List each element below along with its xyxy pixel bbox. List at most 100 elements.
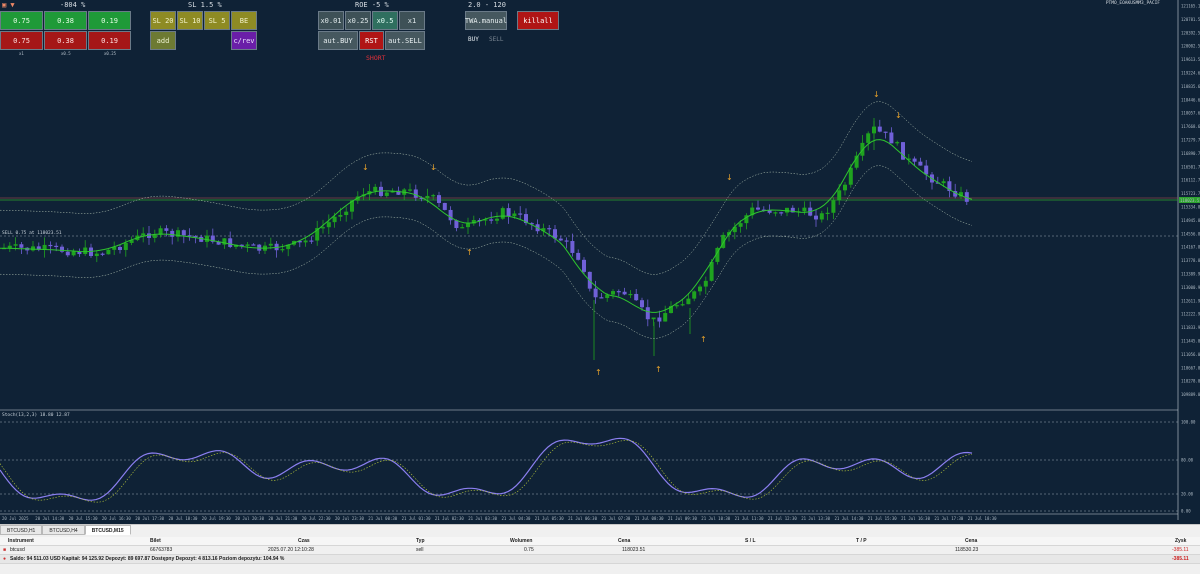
price-tick-label: 112222.96 [1181, 312, 1200, 317]
stoch-label: Stoch(13,2,3) 18.80 12.87 [2, 413, 70, 418]
balance-total: -385.11 [1172, 556, 1189, 562]
candle-body [854, 155, 859, 168]
tab-btcusd-m15[interactable]: BTCUSD,M15 [84, 525, 131, 535]
candle-body [466, 223, 470, 228]
candle-body [703, 280, 708, 287]
cell-time: 2025.07.20 12:10:28 [268, 547, 314, 553]
candle-body [860, 142, 865, 156]
col-price[interactable]: Cena [618, 538, 631, 544]
candle-body [895, 142, 900, 144]
candle-body [541, 228, 546, 232]
candle-body [599, 297, 604, 299]
signal-arrow-icon: ↓ [726, 173, 733, 182]
col-type[interactable]: Typ [416, 538, 425, 544]
price-tick-label: 116501.74 [1181, 164, 1200, 169]
time-tick-label: 21 Jul 17:30 [934, 516, 963, 521]
time-tick-label: 21 Jul 16:30 [901, 516, 930, 521]
candle-body [698, 286, 702, 292]
price-tick-label: 113778.88 [1181, 258, 1200, 263]
candle-body [947, 181, 952, 192]
candle-body [83, 247, 88, 255]
candle-body [350, 200, 354, 212]
add-button[interactable]: add [150, 31, 176, 50]
col-current-price[interactable]: Cena [965, 538, 978, 544]
lot-caption-2: x0.5 [61, 51, 71, 56]
col-tp[interactable]: T / P [856, 538, 867, 544]
rst-button[interactable]: RST [359, 31, 384, 50]
signal-arrow-icon: ↑ [595, 368, 602, 377]
mult-001-button[interactable]: x0.01 [318, 11, 344, 30]
time-tick-label: 21 Jul 02:30 [435, 516, 464, 521]
panel-header-pct: -804 % [60, 1, 86, 9]
price-tick-label: 119613.58 [1181, 57, 1200, 62]
price-tick-label: 115723.78 [1181, 191, 1200, 196]
candle-body [234, 244, 238, 247]
price-tick-label: 110667.04 [1181, 365, 1200, 370]
be-button[interactable]: BE [231, 11, 257, 30]
candle-body [7, 245, 12, 248]
price-tick-label: 120002.56 [1181, 44, 1200, 49]
mult-025-button[interactable]: x0.25 [345, 11, 371, 30]
sl5-button[interactable]: SL 5 [204, 11, 230, 30]
candle-body [384, 192, 389, 196]
twa-manual-button[interactable]: TWA.manual [465, 11, 507, 30]
candle-body [158, 228, 163, 235]
col-volume[interactable]: Wolumen [510, 538, 533, 544]
time-tick-label: 21 Jul 00:30 [368, 516, 397, 521]
crev-button[interactable]: c/rev [231, 31, 257, 50]
auto-sell-button[interactable]: aut.SELL [385, 31, 425, 50]
lot-sell-button-1[interactable]: 0.75 [0, 31, 43, 50]
price-tick-label: 118835.62 [1181, 84, 1200, 89]
lot-buy-button-3[interactable]: 0.19 [88, 11, 131, 30]
lot-sell-button-2[interactable]: 0.38 [44, 31, 87, 50]
candle-body [205, 235, 209, 242]
lot-buy-button-2[interactable]: 0.38 [44, 11, 87, 30]
tab-btcusd-h1[interactable]: BTCUSD,H1 [0, 525, 43, 535]
price-tick-label: 120781.52 [1181, 17, 1200, 22]
price-tick-label: 121165.12 [1181, 4, 1200, 9]
candle-body [112, 246, 117, 250]
chart-window[interactable]: 121165.12 120781.52 120392.54 120002.56 1196… [0, 0, 1200, 524]
candle-body [48, 244, 53, 247]
col-time[interactable]: Czas [298, 538, 310, 544]
tab-btcusd-h4[interactable]: BTCUSD,H4 [42, 525, 85, 535]
candle-body [889, 132, 894, 144]
col-sl[interactable]: S / L [745, 538, 756, 544]
time-tick-label: 20 Jul 15:30 [69, 516, 98, 521]
time-tick-label: 20 Jul 22:30 [302, 516, 331, 521]
candle-body [674, 305, 679, 307]
candle-body [170, 230, 175, 237]
lot-sell-button-3[interactable]: 0.19 [88, 31, 131, 50]
col-profit[interactable]: Zysk [1175, 538, 1187, 544]
price-tick-label: 111445.00 [1181, 339, 1200, 344]
positions-table: Instrument Bilet Czas Typ Wolumen Cena S… [0, 537, 1200, 564]
price-tick-label: 109889.08 [1181, 392, 1200, 397]
candle-body [13, 244, 18, 246]
mult-05-button[interactable]: x0.5 [372, 11, 398, 30]
auto-buy-button[interactable]: aut.BUY [318, 31, 358, 50]
candle-body [60, 246, 64, 252]
candle-body [819, 213, 824, 220]
price-tick-label: 114556.84 [1181, 231, 1200, 236]
candle-body [309, 240, 314, 242]
candle-body [448, 209, 453, 221]
mult-1-button[interactable]: x1 [399, 11, 425, 30]
candle-body [640, 300, 644, 308]
candle-body [529, 223, 534, 225]
lot-buy-button-1[interactable]: 0.75 [0, 11, 43, 30]
candle-body [338, 215, 343, 217]
price-tick-label: 114167.86 [1181, 245, 1200, 250]
time-tick-label: 21 Jul 09:30 [668, 516, 697, 521]
col-instrument[interactable]: Instrument [8, 538, 34, 544]
price-chart[interactable]: 121165.12 120781.52 120392.54 120002.56 1196… [0, 0, 1200, 524]
sl10-button[interactable]: SL 10 [177, 11, 203, 30]
sl20-button[interactable]: SL 20 [150, 11, 176, 30]
candle-body [906, 158, 911, 160]
col-ticket[interactable]: Bilet [150, 538, 161, 544]
table-row[interactable]: ■ btcusd 66763783 2025.07.20 12:10:28 se… [0, 546, 1200, 555]
killall-button[interactable]: killall [517, 11, 559, 30]
price-tick-label: 117668.68 [1181, 124, 1200, 129]
table-header: Instrument Bilet Czas Typ Wolumen Cena S… [0, 537, 1200, 546]
window-controls-icon[interactable]: ▣ ▼ [2, 1, 15, 9]
